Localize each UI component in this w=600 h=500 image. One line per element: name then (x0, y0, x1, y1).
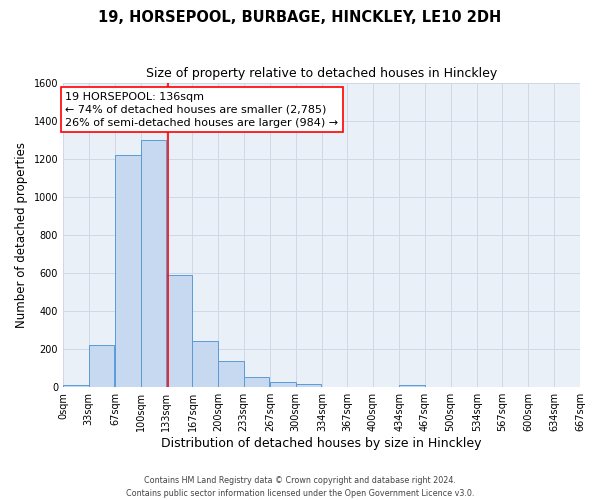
Bar (218, 360, 244, 387)
Bar (89, 346, 114, 387)
Bar (140, 140, 166, 387)
X-axis label: Distribution of detached houses by size in Hinckley: Distribution of detached houses by size … (161, 437, 482, 450)
Bar (115, 156, 140, 387)
Text: 19, HORSEPOOL, BURBAGE, HINCKLEY, LE10 2DH: 19, HORSEPOOL, BURBAGE, HINCKLEY, LE10 2… (98, 10, 502, 25)
Bar (166, 275, 191, 387)
Text: 19 HORSEPOOL: 136sqm
← 74% of detached houses are smaller (2,785)
26% of semi-de: 19 HORSEPOOL: 136sqm ← 74% of detached h… (65, 92, 338, 128)
Title: Size of property relative to detached houses in Hinckley: Size of property relative to detached ho… (146, 68, 497, 80)
Bar (63, 386, 89, 387)
Bar (400, 386, 425, 387)
Text: Contains HM Land Registry data © Crown copyright and database right 2024.
Contai: Contains HM Land Registry data © Crown c… (126, 476, 474, 498)
Y-axis label: Number of detached properties: Number of detached properties (15, 142, 28, 328)
Bar (193, 340, 218, 387)
Bar (270, 382, 296, 387)
Bar (244, 377, 269, 387)
Bar (296, 384, 321, 387)
